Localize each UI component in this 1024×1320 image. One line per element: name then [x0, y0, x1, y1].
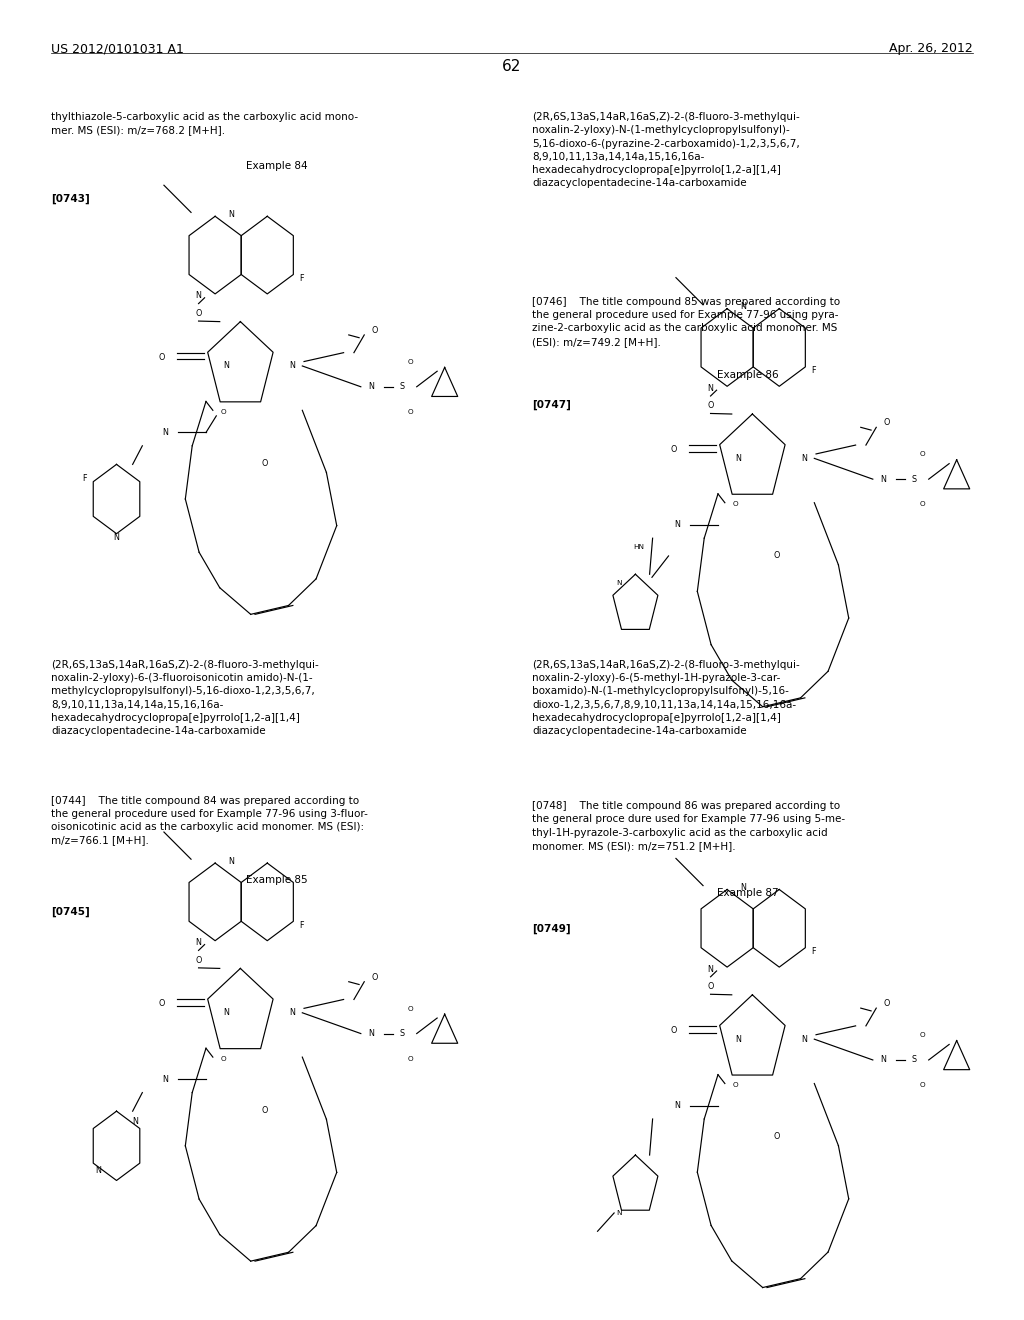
Text: N: N — [196, 939, 202, 948]
Text: O: O — [884, 999, 890, 1008]
Text: N: N — [369, 383, 375, 391]
Text: O: O — [261, 459, 267, 469]
Text: F: F — [82, 474, 86, 483]
Text: (2R,6S,13aS,14aR,16aS,Z)-2-(8-fluoro-3-methylqui-
noxalin-2-yloxy)-6-(5-methyl-1: (2R,6S,13aS,14aR,16aS,Z)-2-(8-fluoro-3-m… — [532, 660, 800, 737]
Text: N: N — [289, 362, 295, 371]
Text: F: F — [812, 946, 816, 956]
Text: O: O — [372, 326, 378, 335]
Text: N: N — [740, 883, 746, 892]
Text: F: F — [300, 920, 304, 929]
Text: N: N — [616, 1210, 622, 1216]
Text: O: O — [196, 309, 202, 318]
Text: O: O — [884, 418, 890, 428]
Text: O: O — [261, 1106, 267, 1115]
Text: Apr. 26, 2012: Apr. 26, 2012 — [889, 42, 973, 55]
Text: [0749]: [0749] — [532, 924, 571, 935]
Text: [0746]    The title compound 85 was prepared according to
the general procedure : [0746] The title compound 85 was prepare… — [532, 297, 841, 347]
Text: N: N — [735, 1035, 741, 1044]
Text: N: N — [674, 1101, 680, 1110]
Text: S: S — [399, 383, 404, 391]
Text: Example 84: Example 84 — [246, 161, 307, 172]
Text: N: N — [223, 362, 229, 371]
Text: US 2012/0101031 A1: US 2012/0101031 A1 — [51, 42, 184, 55]
Text: [0744]    The title compound 84 was prepared according to
the general procedure : [0744] The title compound 84 was prepare… — [51, 796, 368, 846]
Text: N: N — [881, 1056, 887, 1064]
Text: (2R,6S,13aS,14aR,16aS,Z)-2-(8-fluoro-3-methylqui-
noxalin-2-yloxy)-N-(1-methylcy: (2R,6S,13aS,14aR,16aS,Z)-2-(8-fluoro-3-m… — [532, 112, 800, 189]
Text: S: S — [399, 1030, 404, 1038]
Text: O: O — [732, 1082, 738, 1088]
Text: N: N — [228, 210, 234, 219]
Text: [0743]: [0743] — [51, 194, 90, 205]
Text: [0748]    The title compound 86 was prepared according to
the general proce dure: [0748] The title compound 86 was prepare… — [532, 801, 846, 851]
Text: O: O — [920, 451, 925, 457]
Text: N: N — [708, 965, 714, 974]
Text: O: O — [773, 552, 779, 561]
Text: O: O — [708, 982, 714, 991]
Text: N: N — [162, 1074, 168, 1084]
Text: O: O — [196, 956, 202, 965]
Text: N: N — [289, 1008, 295, 1018]
Text: O: O — [408, 409, 413, 414]
Text: N: N — [114, 533, 120, 541]
Text: N: N — [881, 475, 887, 483]
Text: N: N — [132, 1117, 138, 1126]
Text: N: N — [95, 1166, 100, 1175]
Text: N: N — [228, 857, 234, 866]
Text: O: O — [920, 1032, 925, 1038]
Text: N: N — [801, 454, 807, 463]
Text: O: O — [158, 352, 165, 362]
Text: N: N — [162, 428, 168, 437]
Text: N: N — [196, 292, 202, 301]
Text: 62: 62 — [503, 59, 521, 74]
Text: O: O — [408, 359, 413, 364]
Text: N: N — [735, 454, 741, 463]
Text: [0747]: [0747] — [532, 400, 571, 411]
Text: N: N — [740, 302, 746, 312]
Text: N: N — [223, 1008, 229, 1018]
Text: F: F — [300, 273, 304, 282]
Text: O: O — [408, 1056, 413, 1061]
Text: thylthiazole-5-carboxylic acid as the carboxylic acid mono-
mer. MS (ESI): m/z=7: thylthiazole-5-carboxylic acid as the ca… — [51, 112, 358, 136]
Text: N: N — [708, 384, 714, 393]
Text: O: O — [670, 445, 677, 454]
Text: (2R,6S,13aS,14aR,16aS,Z)-2-(8-fluoro-3-methylqui-
noxalin-2-yloxy)-6-(3-fluorois: (2R,6S,13aS,14aR,16aS,Z)-2-(8-fluoro-3-m… — [51, 660, 318, 737]
Text: O: O — [920, 502, 925, 507]
Text: O: O — [670, 1026, 677, 1035]
Text: O: O — [372, 973, 378, 982]
Text: O: O — [220, 409, 226, 414]
Text: S: S — [911, 1056, 916, 1064]
Text: N: N — [801, 1035, 807, 1044]
Text: S: S — [911, 475, 916, 483]
Text: Example 86: Example 86 — [717, 370, 778, 380]
Text: O: O — [158, 999, 165, 1008]
Text: Example 85: Example 85 — [246, 875, 307, 886]
Text: O: O — [773, 1133, 779, 1142]
Text: Example 87: Example 87 — [717, 888, 778, 899]
Text: N: N — [369, 1030, 375, 1038]
Text: O: O — [732, 502, 738, 507]
Text: O: O — [220, 1056, 226, 1061]
Text: N: N — [616, 581, 622, 586]
Text: F: F — [812, 366, 816, 375]
Text: [0745]: [0745] — [51, 907, 90, 917]
Text: O: O — [408, 1006, 413, 1011]
Text: N: N — [674, 520, 680, 529]
Text: O: O — [708, 401, 714, 411]
Text: O: O — [920, 1082, 925, 1088]
Text: HN: HN — [633, 544, 644, 550]
